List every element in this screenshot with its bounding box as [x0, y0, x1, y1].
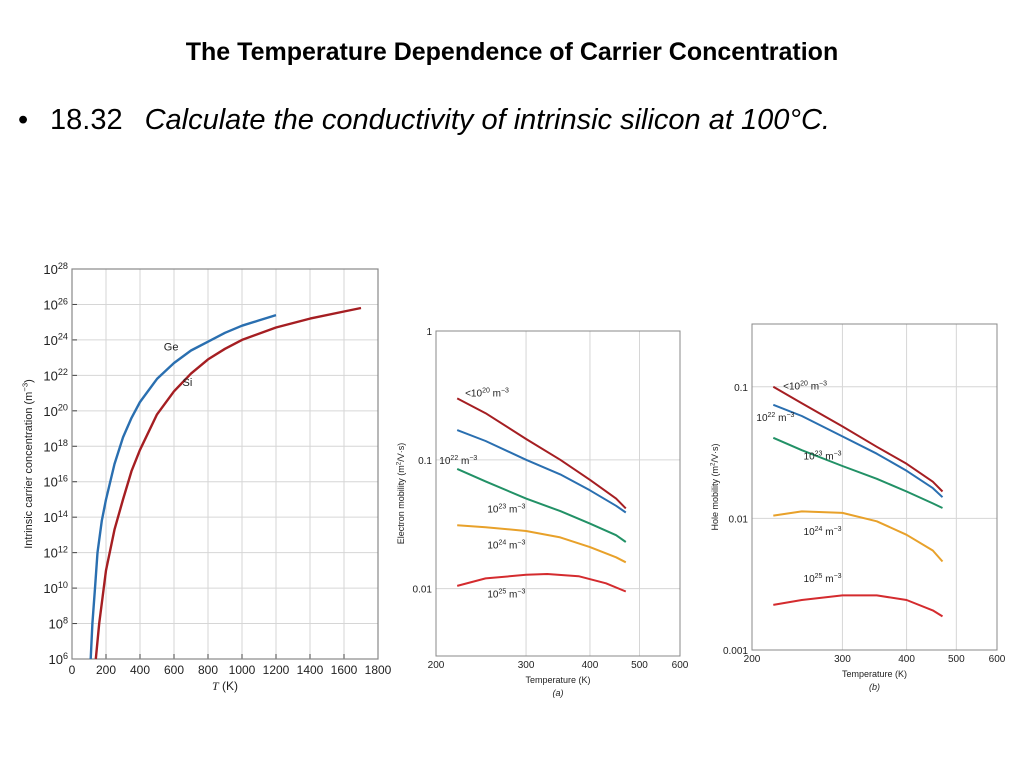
- panel-label: (a): [553, 688, 564, 698]
- plot-frame: [751, 323, 998, 651]
- series-label-3: 1024 m−3: [487, 539, 525, 551]
- series-line-3: [457, 524, 627, 564]
- series-label-4: 1025 m−3: [804, 573, 842, 585]
- series-label-0: <1020 m−3: [783, 381, 827, 393]
- problem-text: Calculate the conductivity of intrinsic …: [144, 104, 830, 136]
- y-tick-label: 0.01: [413, 585, 433, 596]
- y-tick-label: 1014: [43, 509, 68, 525]
- problem-bullet: • 18.32 Calculate the conductivity of intr…: [18, 104, 830, 137]
- x-tick-label: 500: [948, 654, 965, 665]
- series-line-1: [772, 403, 944, 498]
- y-tick-label: 1016: [43, 474, 68, 490]
- x-tick-label: 1000: [229, 663, 256, 677]
- x-tick-label: 300: [518, 660, 535, 671]
- series-label-3: 1024 m−3: [804, 526, 842, 538]
- series-label-ge: Ge: [164, 342, 179, 354]
- x-tick-label: 1600: [331, 663, 358, 677]
- x-tick-label: 1400: [297, 663, 324, 677]
- slide-title: The Temperature Dependence of Carrier Co…: [185, 38, 839, 66]
- y-tick-label: 0.1: [418, 456, 432, 467]
- x-tick-label: 200: [96, 663, 116, 677]
- x-tick-label: 0: [69, 663, 76, 677]
- x-tick-label: 1800: [365, 663, 392, 677]
- problem-number: 18.32: [50, 104, 123, 136]
- y-tick-label: 1012: [43, 544, 68, 560]
- series-line-ge: [89, 313, 277, 660]
- y-tick-label: 0.01: [729, 514, 749, 525]
- series-line-si: [94, 306, 362, 660]
- x-tick-label: 400: [582, 660, 599, 671]
- x-tick-label: 400: [130, 663, 150, 677]
- y-axis-label: Intrinsic carrier concentration (m−3): [21, 379, 35, 549]
- bullet-symbol: •: [18, 104, 29, 136]
- series-line-4: [773, 594, 944, 618]
- y-axis-label: Electron mobility (m2/V·s): [395, 443, 406, 545]
- x-tick-label: 1200: [263, 663, 290, 677]
- y-tick-label: 106: [48, 651, 68, 667]
- x-axis-label: T (K): [212, 679, 238, 693]
- series-line-4: [456, 573, 627, 593]
- y-tick-label: 108: [48, 615, 68, 631]
- y-tick-label: 1026: [43, 296, 68, 312]
- x-tick-label: 800: [198, 663, 218, 677]
- series-line-0: [772, 385, 944, 493]
- x-tick-label: 600: [989, 654, 1006, 665]
- y-tick-label: 0.1: [734, 383, 748, 394]
- series-line-3: [773, 510, 944, 563]
- x-tick-label: 600: [672, 660, 689, 671]
- series-label-0: <1020 m−3: [465, 388, 509, 400]
- y-tick-label: 1022: [43, 367, 68, 383]
- x-tick-label: 400: [898, 654, 915, 665]
- x-tick-label: 500: [631, 660, 648, 671]
- panel-label: (b): [869, 682, 880, 692]
- y-tick-label: 1018: [43, 438, 68, 454]
- series-line-2: [772, 436, 943, 509]
- y-axis-label: Hole mobility (m2/V·s): [709, 443, 720, 530]
- series-label-4: 1025 m−3: [487, 589, 525, 601]
- y-tick-label: 0.001: [723, 646, 748, 657]
- plot-frame: [435, 330, 681, 657]
- x-tick-label: 600: [164, 663, 184, 677]
- y-tick-label: 1024: [43, 332, 68, 348]
- series-label-1: 1022 m−3: [756, 412, 794, 424]
- x-axis-label: Temperature (K): [525, 675, 590, 685]
- y-tick-label: 1: [426, 327, 432, 338]
- x-tick-label: 200: [428, 660, 445, 671]
- y-tick-label: 1020: [43, 403, 68, 419]
- series-line-2: [456, 467, 627, 543]
- series-line-0: [456, 397, 627, 510]
- y-tick-label: 1010: [43, 580, 68, 596]
- y-tick-label: 1028: [43, 261, 68, 277]
- series-label-1: 1022 m−3: [439, 455, 477, 467]
- x-tick-label: 300: [834, 654, 851, 665]
- series-label-2: 1023 m−3: [804, 451, 842, 463]
- series-label-si: Si: [183, 377, 193, 389]
- x-tick-label: 200: [744, 654, 761, 665]
- x-axis-label: Temperature (K): [842, 669, 907, 679]
- plot-frame: [71, 268, 379, 660]
- series-line-1: [456, 429, 627, 514]
- series-label-2: 1023 m−3: [487, 504, 525, 516]
